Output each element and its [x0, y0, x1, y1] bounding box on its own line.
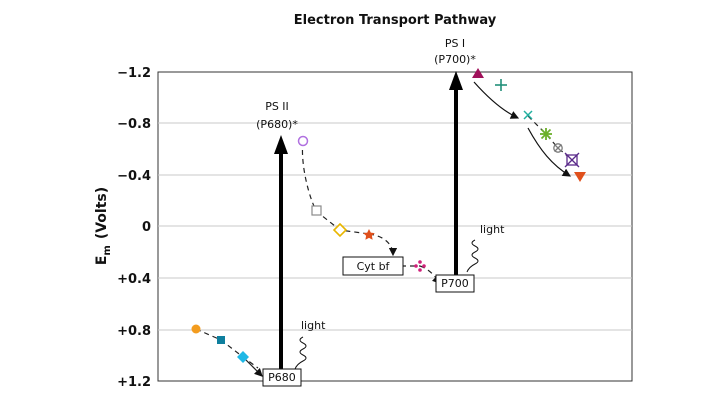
light-squiggle-1	[294, 336, 307, 370]
svg-text:P680: P680	[268, 371, 296, 384]
diagram-title: Electron Transport Pathway	[294, 13, 497, 28]
ps1-curve-arrow-1	[473, 81, 520, 119]
cyan-diamond-marker	[237, 351, 249, 363]
y-tick: +0.8	[117, 324, 151, 339]
redorange-down-triangle-marker	[574, 172, 586, 182]
light-label-ps1: light	[480, 223, 505, 236]
teal-x-marker	[523, 110, 533, 120]
teal-square-marker	[217, 336, 225, 344]
gridlines	[158, 122, 632, 331]
gold-diamond-marker	[332, 222, 348, 238]
ps2-label: PS II	[265, 100, 289, 113]
y-tick: −0.4	[117, 169, 151, 184]
p680-box: P680	[262, 368, 302, 387]
p700-box: P700	[435, 274, 475, 293]
ps1-p700-excited-label: (P700)*	[434, 53, 476, 66]
light-squiggle-2	[466, 239, 479, 273]
y-axis-label-sub: m	[102, 245, 113, 255]
y-axis-label: Em (Volts)	[94, 187, 113, 265]
y-tick: −1.2	[117, 66, 151, 81]
y-tick: +1.2	[117, 375, 151, 390]
indigo-xsquare-marker	[564, 152, 580, 168]
p680-connector	[242, 356, 263, 377]
ps1-dashed-chain	[527, 115, 573, 161]
redorange-star-marker	[363, 229, 375, 240]
lime-asterisk-marker	[540, 128, 552, 140]
green-plus-marker	[495, 79, 507, 91]
purple-circle-marker	[297, 135, 309, 147]
gray-square-marker	[311, 205, 322, 216]
svg-text:Cyt bf: Cyt bf	[357, 260, 391, 273]
gray-xcircle-marker	[553, 143, 563, 153]
magenta-dots-marker	[414, 260, 426, 272]
ps2-p680-excited-label: (P680)*	[256, 118, 298, 131]
light-label-ps2: light	[301, 319, 326, 332]
y-tick: +0.4	[117, 272, 151, 287]
y-tick: 0	[142, 220, 151, 235]
svg-text:Em(Volts): Em (Volts)	[94, 187, 113, 265]
y-axis-label-rest: (Volts)	[94, 187, 110, 239]
ps1-curve-arrow-2	[527, 127, 572, 177]
cytbf-box: Cyt bf	[342, 256, 404, 276]
y-axis-label-main: E	[94, 256, 110, 266]
maroon-triangle-marker	[472, 68, 484, 78]
y-tick: −0.8	[117, 117, 151, 132]
orange-circle-marker	[191, 324, 201, 334]
ps2-excitation-arrow	[274, 135, 288, 370]
ps1-excitation-arrow	[449, 71, 463, 276]
ps1-label: PS I	[445, 37, 465, 50]
svg-text:P700: P700	[441, 277, 469, 290]
